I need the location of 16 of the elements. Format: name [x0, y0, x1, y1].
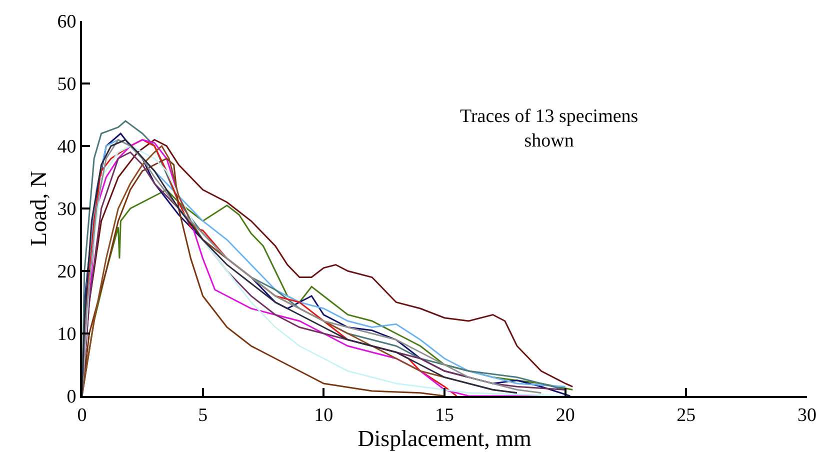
y-tick-label: 40: [57, 136, 76, 158]
x-tick-label: 5: [198, 404, 208, 426]
x-tick-label: 15: [435, 404, 454, 426]
y-tick-label: 30: [57, 199, 76, 220]
x-tick-label: 30: [798, 404, 816, 426]
y-tick-label: 10: [57, 324, 76, 346]
y-axis-title: Load, N: [26, 170, 52, 246]
y-tick-label: 20: [57, 262, 76, 283]
annotation: Traces of 13 specimens shown: [460, 106, 638, 152]
x-tick-label: 25: [676, 404, 696, 426]
y-tick-label: 50: [57, 74, 76, 96]
x-tick-label: 10: [314, 404, 334, 426]
y-tick-label: 60: [57, 12, 76, 33]
x-axis-title: Displacement, mm: [358, 426, 532, 451]
x-tick-label: 20: [556, 404, 575, 426]
y-tick-label: 0: [66, 386, 76, 408]
